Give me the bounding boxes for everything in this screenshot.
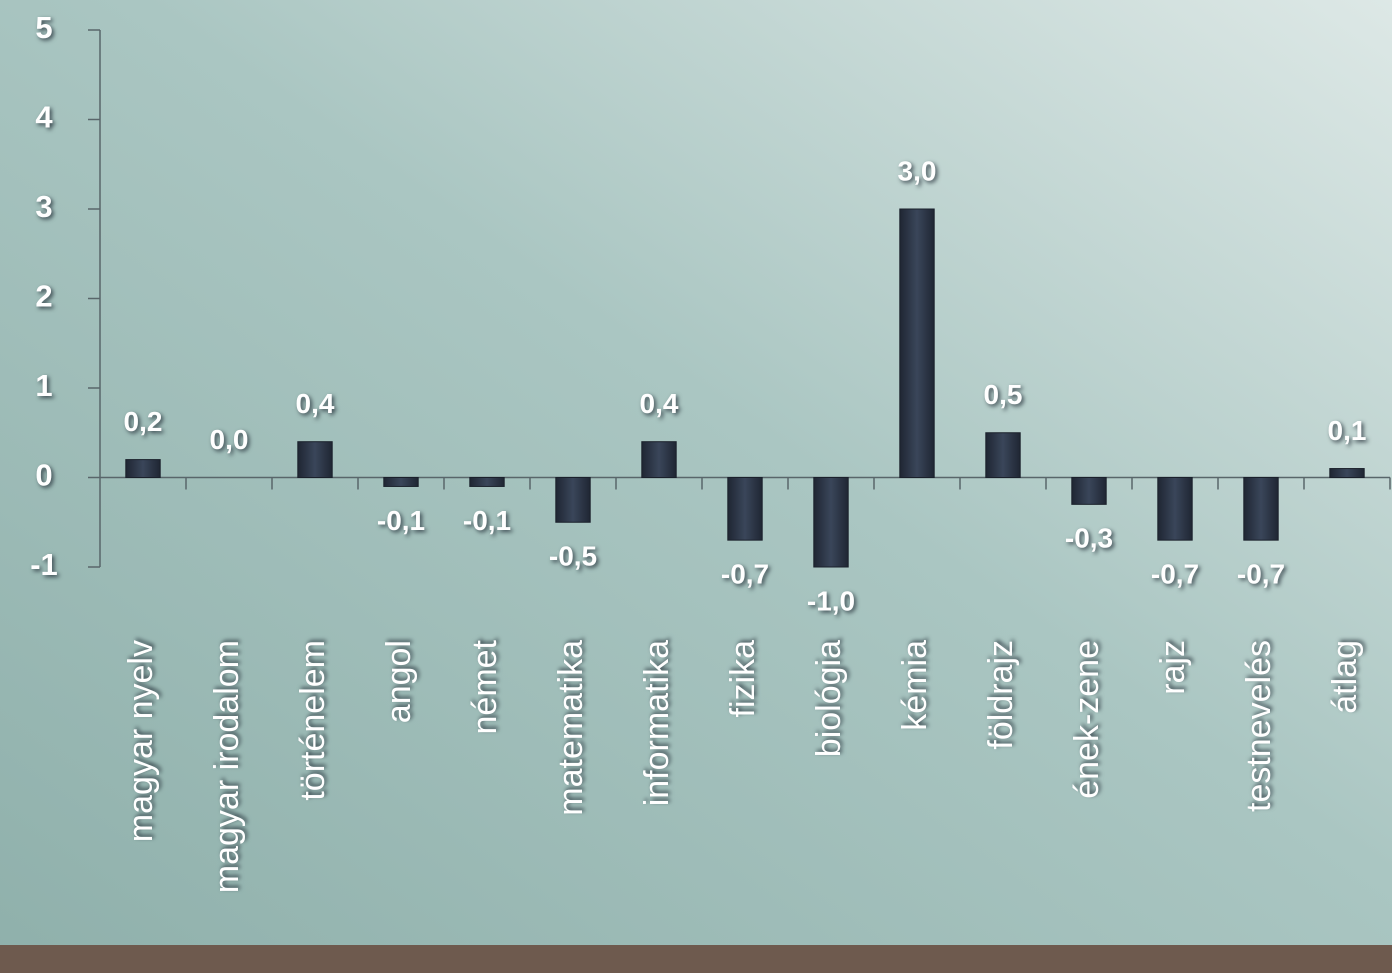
y-tick-label: 5 (35, 10, 52, 45)
x-tick-label: magyar irodalom (208, 640, 246, 893)
bar (297, 441, 333, 479)
y-tick-label: -1 (30, 547, 58, 582)
bar (899, 208, 935, 478)
frame-bottom (0, 945, 1392, 973)
y-tick-label: 1 (35, 368, 52, 403)
bar (1071, 477, 1107, 505)
x-tick-label: átlag (1326, 640, 1364, 714)
bar (1157, 477, 1193, 541)
x-tick-label: német (466, 639, 504, 734)
value-label: 0,5 (984, 379, 1023, 410)
bar (727, 477, 763, 541)
x-tick-label: magyar nyelv (122, 640, 160, 842)
bar (813, 477, 849, 568)
value-label: 0,4 (640, 388, 679, 419)
bar (383, 477, 419, 487)
bar (125, 459, 161, 479)
x-tick-label: kémia (896, 640, 934, 731)
bar (1243, 477, 1279, 541)
x-tick-label: rajz (1154, 640, 1192, 695)
value-label: -0,3 (1065, 523, 1113, 554)
x-tick-label: ének-zene (1068, 640, 1106, 799)
bar (985, 432, 1021, 478)
y-tick-label: 4 (35, 100, 53, 135)
x-tick-label: matematika (552, 640, 590, 816)
value-label: -0,5 (549, 541, 597, 572)
value-label: 0,4 (296, 388, 335, 419)
x-tick-label: testnevelés (1240, 640, 1278, 812)
value-label: 0,0 (210, 424, 249, 455)
value-label: -0,1 (377, 505, 425, 536)
value-label: -0,7 (721, 559, 769, 590)
x-tick-label: biológia (810, 640, 848, 757)
bar (555, 477, 591, 523)
value-label: 0,2 (124, 406, 163, 437)
bar (641, 441, 677, 479)
value-label: -0,1 (463, 505, 511, 536)
value-label: -1,0 (807, 585, 855, 616)
value-label: -0,7 (1151, 559, 1199, 590)
bar (1329, 468, 1365, 478)
x-tick-label: angol (380, 640, 418, 723)
bar (469, 477, 505, 487)
value-label: 0,1 (1328, 415, 1367, 446)
value-label: -0,7 (1237, 559, 1285, 590)
x-tick-label: informatika (638, 640, 676, 806)
x-tick-label: fizika (724, 640, 762, 718)
value-label: 3,0 (898, 155, 937, 186)
y-tick-label: 3 (35, 189, 52, 224)
y-tick-label: 2 (35, 279, 52, 314)
x-tick-label: földrajz (982, 640, 1020, 750)
x-tick-label: történelem (294, 640, 332, 801)
y-tick-label: 0 (35, 458, 52, 493)
